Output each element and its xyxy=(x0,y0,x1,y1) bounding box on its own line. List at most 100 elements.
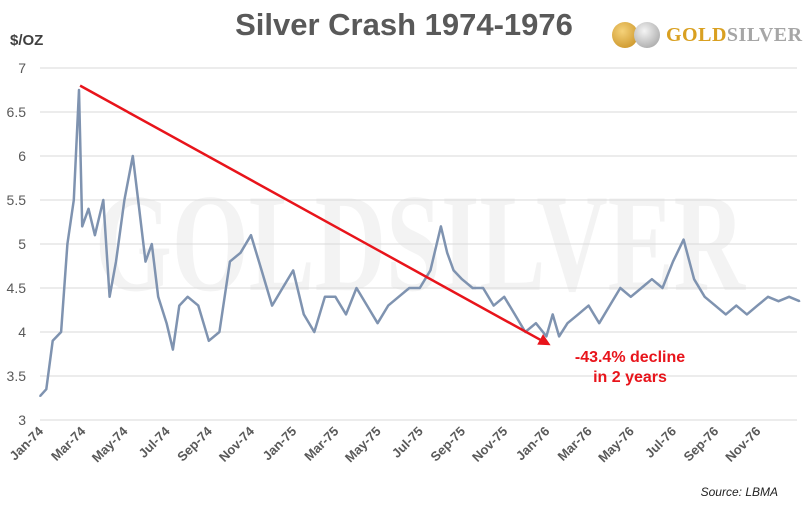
data-point xyxy=(746,313,748,316)
data-point xyxy=(492,304,495,307)
data-point xyxy=(545,335,548,338)
x-tick-label: Jan-75 xyxy=(260,424,300,464)
data-point xyxy=(87,208,90,210)
decline-annotation: -43.4% decline in 2 years xyxy=(560,348,700,388)
x-tick-label: Nov-74 xyxy=(216,423,258,465)
x-tick-label: Nov-75 xyxy=(469,424,510,465)
data-point xyxy=(172,348,174,351)
data-point xyxy=(334,296,337,298)
data-point xyxy=(102,199,105,201)
data-point xyxy=(452,269,455,272)
data-point xyxy=(682,238,685,241)
data-point xyxy=(132,155,134,157)
data-point xyxy=(397,296,400,298)
data-point xyxy=(408,287,411,289)
data-point xyxy=(619,287,622,289)
data-point xyxy=(72,199,75,201)
data-point xyxy=(292,269,295,272)
data-point xyxy=(115,260,117,263)
x-tick-label: Mar-74 xyxy=(48,423,89,464)
x-tick-label: Jul-74 xyxy=(136,423,174,461)
data-point xyxy=(51,340,54,342)
y-tick-label: 5.5 xyxy=(7,192,27,208)
x-tick-label: Jan-74 xyxy=(6,423,46,463)
data-point xyxy=(767,296,769,298)
data-point xyxy=(513,313,516,316)
data-point xyxy=(535,322,537,325)
logo-silver-text: SILVER xyxy=(726,23,803,46)
data-point xyxy=(693,278,695,281)
x-tick-label: Sep-75 xyxy=(427,424,468,465)
data-point xyxy=(260,269,263,272)
data-point xyxy=(440,225,442,228)
data-point xyxy=(788,296,790,298)
data-point xyxy=(798,300,801,303)
data-point xyxy=(355,287,358,289)
data-point xyxy=(239,252,242,254)
y-tick-label: 6.5 xyxy=(7,104,27,120)
x-tick-label: Mar-75 xyxy=(301,424,341,464)
data-point xyxy=(461,278,463,281)
data-point xyxy=(672,260,674,263)
data-point xyxy=(178,304,181,307)
data-point xyxy=(45,388,48,391)
chart-title: Silver Crash 1974-1976 xyxy=(235,7,573,42)
data-point xyxy=(157,296,159,298)
y-tick-label: 3.5 xyxy=(7,368,27,384)
data-point xyxy=(446,252,449,254)
data-point xyxy=(551,313,554,316)
data-point xyxy=(302,313,305,316)
data-point xyxy=(640,287,643,289)
data-point xyxy=(756,304,759,307)
data-point xyxy=(218,331,221,333)
data-point xyxy=(66,243,69,245)
data-point xyxy=(482,287,484,289)
data-point xyxy=(735,304,738,307)
silver-coin-icon xyxy=(634,22,660,48)
y-axis-label: $/OZ xyxy=(10,32,44,49)
x-tick-label: Jan-76 xyxy=(513,424,553,464)
y-tick-label: 6 xyxy=(18,148,26,164)
data-point xyxy=(281,287,284,289)
data-point xyxy=(703,296,706,298)
annotation-line2: in 2 years xyxy=(593,369,667,386)
x-tick-label: Jul-76 xyxy=(642,424,679,461)
data-point xyxy=(724,313,727,316)
data-point xyxy=(387,304,389,307)
x-tick-label: Sep-76 xyxy=(681,424,722,465)
trend-arrow-line xyxy=(79,84,546,344)
data-point xyxy=(503,296,506,298)
data-point xyxy=(651,278,653,281)
data-point xyxy=(123,199,126,201)
x-tick-label: Nov-76 xyxy=(722,424,763,465)
data-point xyxy=(587,304,590,307)
x-tick-label: May-75 xyxy=(342,424,384,466)
data-point xyxy=(661,287,664,289)
logo-gold-text: GOLD xyxy=(666,23,727,46)
data-point xyxy=(324,296,326,298)
gold-coin-icon xyxy=(612,22,638,48)
data-point xyxy=(419,287,421,289)
x-tick-label: May-74 xyxy=(89,423,131,465)
y-tick-label: 5 xyxy=(18,236,26,252)
data-point xyxy=(165,322,168,325)
data-point xyxy=(94,234,96,236)
source-note: Source: LBMA xyxy=(700,485,778,499)
goldsilver-logo: GOLDSILVER xyxy=(612,22,803,48)
data-point xyxy=(577,313,579,316)
data-point xyxy=(777,300,780,303)
data-point xyxy=(566,322,569,325)
data-point xyxy=(39,395,41,398)
data-point xyxy=(271,304,273,307)
y-tick-label: 4 xyxy=(18,324,26,340)
data-point xyxy=(429,269,432,272)
data-point xyxy=(60,331,62,333)
data-point xyxy=(376,322,379,325)
data-point xyxy=(714,304,716,307)
data-point xyxy=(81,225,83,228)
data-point xyxy=(630,296,632,298)
data-point xyxy=(108,296,111,298)
data-point xyxy=(208,340,210,342)
data-point xyxy=(186,296,189,298)
